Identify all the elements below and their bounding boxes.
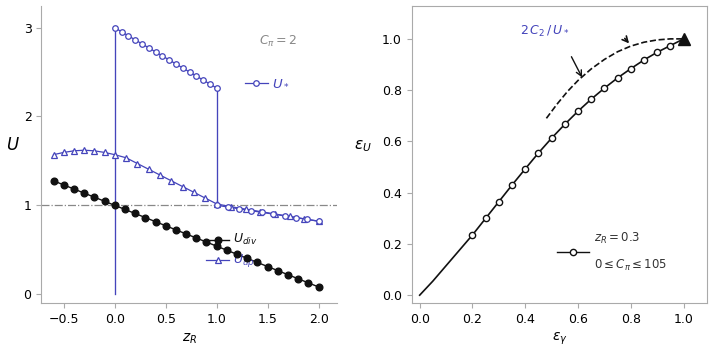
X-axis label: $z_R$: $z_R$ <box>182 331 197 346</box>
Text: $C_\pi = 2$: $C_\pi = 2$ <box>259 34 297 49</box>
Text: $U_{div}$: $U_{div}$ <box>233 232 257 247</box>
Text: $U_{up}$: $U_{up}$ <box>233 252 255 269</box>
Text: $0 \leq C_\pi \leq 105$: $0 \leq C_\pi \leq 105$ <box>594 258 667 273</box>
Y-axis label: $\varepsilon_U$: $\varepsilon_U$ <box>354 138 371 154</box>
Text: $z_R = 0.3$: $z_R = 0.3$ <box>594 231 640 246</box>
Text: $2\,C_2\,/\,U_*$: $2\,C_2\,/\,U_*$ <box>520 24 570 39</box>
X-axis label: $\varepsilon_\gamma$: $\varepsilon_\gamma$ <box>552 331 568 347</box>
Y-axis label: $U$: $U$ <box>6 136 19 154</box>
Text: $U_*$: $U_*$ <box>272 76 289 89</box>
